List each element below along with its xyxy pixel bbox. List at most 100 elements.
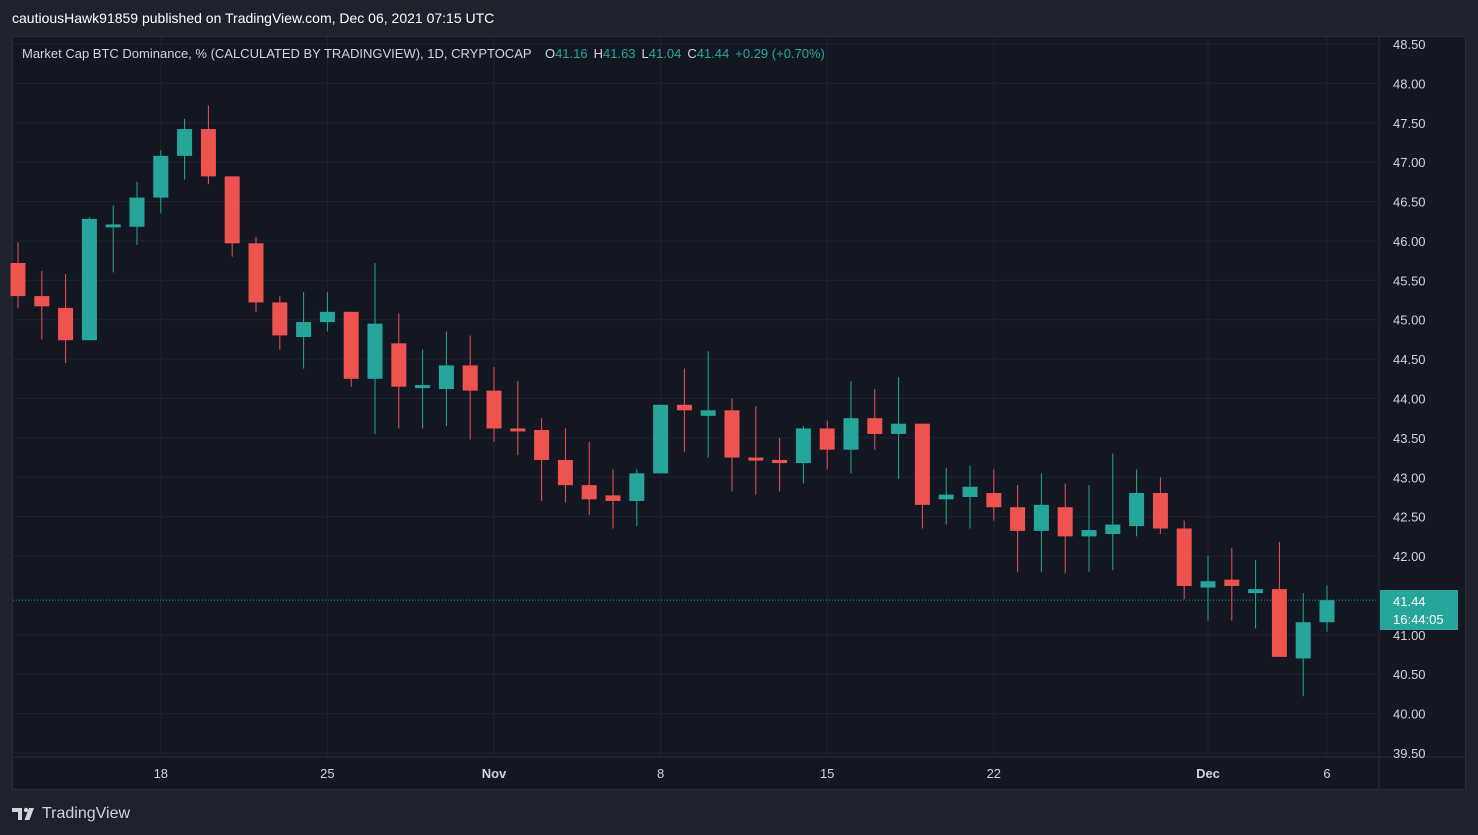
candle-up: [81, 218, 97, 341]
candle-up: [938, 494, 954, 500]
price-tick-label: 47.00: [1393, 155, 1426, 170]
time-tick-label: Nov: [482, 766, 507, 781]
candle-up: [415, 385, 431, 389]
price-tick-label: 44.00: [1393, 392, 1426, 407]
price-tick-label: 40.00: [1393, 707, 1426, 722]
candle-down: [486, 390, 502, 429]
high-value: 41.63: [603, 46, 636, 61]
candle-down: [343, 311, 359, 379]
price-tick-label: 41.00: [1393, 628, 1426, 643]
price-tick-label: 47.50: [1393, 116, 1426, 131]
candle-down: [272, 302, 288, 336]
price-tick-label: 48.00: [1393, 76, 1426, 91]
open-key: O: [544, 46, 556, 61]
candle-up: [367, 323, 383, 379]
candles: [10, 105, 1335, 697]
candle-up: [1033, 504, 1049, 531]
price-axis-labels[interactable]: 48.50 48.00 47.50 47.00 46.50 46.00 45.50 45.00…: [1393, 37, 1426, 761]
candle-down: [58, 307, 74, 341]
candle-down: [10, 263, 26, 297]
candle-up: [1319, 600, 1335, 623]
price-tick-label: 45.50: [1393, 273, 1426, 288]
candle-down: [391, 343, 407, 387]
candle-down: [581, 485, 597, 500]
candle-down: [867, 418, 883, 434]
tradingview-brand-text[interactable]: TradingView: [42, 805, 131, 822]
bar-countdown: 16:44:05: [1393, 612, 1444, 627]
candle-down: [748, 457, 764, 461]
time-tick-label: 15: [820, 766, 834, 781]
last-price-tag-background: [1380, 590, 1458, 630]
tradingview-logo-icon[interactable]: [12, 806, 38, 822]
footer: TradingView: [12, 802, 130, 826]
candle-up: [843, 418, 859, 450]
candle-down: [200, 129, 216, 177]
price-tick-label: 42.50: [1393, 510, 1426, 525]
candle-down: [248, 243, 264, 303]
price-tick-label: 42.00: [1393, 549, 1426, 564]
candle-up: [962, 486, 978, 497]
candle-down: [462, 365, 478, 391]
candle-down: [986, 493, 1002, 508]
candle-down: [34, 296, 50, 307]
candle-down: [772, 459, 788, 464]
candle-down: [1057, 507, 1073, 537]
candle-up: [296, 322, 312, 338]
candle-up: [891, 423, 907, 434]
price-tick-label: 48.50: [1393, 37, 1426, 52]
candle-down: [1224, 579, 1240, 586]
publish-header: cautiousHawk91859 published on TradingVi…: [0, 0, 1478, 36]
low-value: 41.04: [648, 46, 682, 61]
time-tick-label: 6: [1323, 766, 1330, 781]
candle-up: [153, 155, 169, 198]
candle-down: [1152, 493, 1168, 529]
candle-down: [224, 176, 240, 244]
candle-up: [1200, 581, 1216, 588]
candle-down: [676, 404, 692, 411]
price-tick-label: 46.00: [1393, 234, 1426, 249]
candle-up: [700, 410, 716, 416]
price-tick-label: 39.50: [1393, 746, 1426, 761]
price-tick-label: 43.00: [1393, 470, 1426, 485]
price-tick-label: 45.00: [1393, 313, 1426, 328]
price-tick-label: 43.50: [1393, 431, 1426, 446]
candle-down: [605, 495, 621, 501]
candle-up: [129, 197, 145, 227]
candle-up: [1105, 524, 1121, 534]
close-key: C: [687, 46, 697, 61]
candle-up: [653, 404, 669, 474]
candle-up: [1295, 622, 1311, 659]
candle-down: [534, 430, 550, 460]
price-tick-label: 44.50: [1393, 352, 1426, 367]
candle-up: [1081, 530, 1097, 537]
change-value: +0.29 (+0.70%): [735, 46, 825, 61]
open-value: 41.16: [555, 46, 588, 61]
candle-up: [105, 224, 121, 228]
candle-down: [1010, 507, 1026, 531]
grid-lines: [13, 37, 1378, 756]
candle-down: [724, 410, 740, 458]
candle-up: [629, 473, 645, 501]
time-tick-label: 8: [657, 766, 664, 781]
candle-down: [557, 459, 573, 486]
candle-up: [177, 129, 193, 156]
candle-up: [438, 365, 454, 390]
symbol-legend: Market Cap BTC Dominance, % (CALCULATED …: [22, 46, 831, 61]
candle-down: [819, 428, 835, 450]
candle-down: [914, 423, 930, 505]
candle-up: [1248, 589, 1264, 594]
symbol-description: Market Cap BTC Dominance, % (CALCULATED …: [22, 46, 532, 61]
time-tick-label: 25: [320, 766, 334, 781]
candle-down: [510, 428, 526, 432]
last-price-tag: 41.44 16:44:05: [1380, 590, 1458, 630]
last-price-value: 41.44: [1393, 594, 1426, 609]
candle-up: [1129, 493, 1145, 527]
low-key: L: [641, 46, 649, 61]
time-tick-label: 22: [987, 766, 1001, 781]
candle-down: [1271, 589, 1287, 657]
candle-down: [1176, 528, 1192, 586]
time-axis-labels[interactable]: 18 25 Nov 8 15 22 Dec 6: [154, 766, 1331, 781]
candle-up: [795, 428, 811, 464]
publish-info-text: cautiousHawk91859 published on TradingVi…: [12, 10, 495, 26]
